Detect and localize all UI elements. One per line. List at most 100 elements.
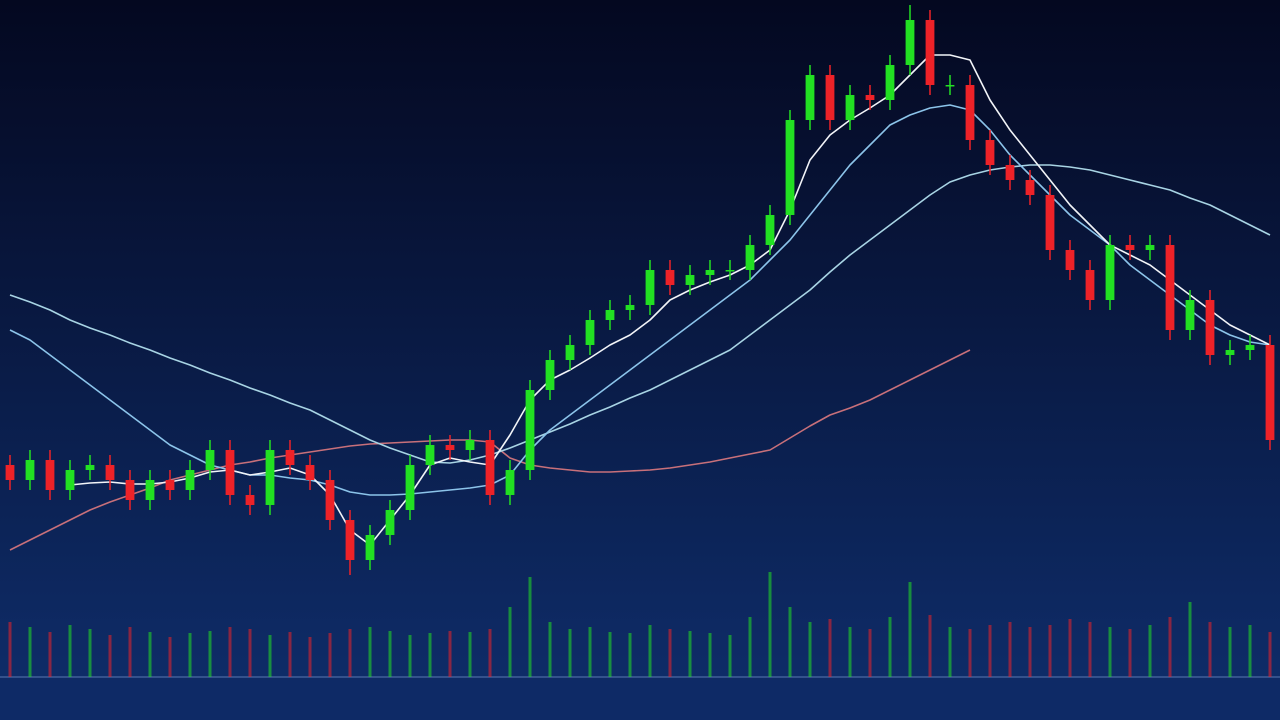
volume-bar [128, 627, 132, 677]
candle-body [1125, 245, 1135, 250]
volume-bar [428, 633, 432, 677]
volume-bar [8, 622, 12, 677]
volume-bar [988, 625, 992, 677]
volume-bar [1168, 617, 1172, 677]
volume-bar [548, 622, 552, 677]
candle-body [545, 360, 555, 390]
volume-bar [728, 635, 732, 677]
volume-bar [868, 629, 872, 677]
candle-body [845, 95, 855, 120]
volume-bar [908, 582, 912, 677]
candle-body [945, 85, 955, 87]
candle-body [1005, 165, 1015, 180]
candle-body [705, 270, 715, 275]
candle-body [185, 470, 195, 490]
candle-body [385, 510, 395, 535]
volume-bar [528, 577, 532, 677]
candle-body [105, 465, 115, 480]
volume-bar [1188, 602, 1192, 677]
candle-body [1265, 345, 1275, 440]
candle-body [785, 120, 795, 215]
volume-bar [68, 625, 72, 677]
volume-bar [108, 635, 112, 677]
candle-body [825, 75, 835, 120]
candle-body [505, 470, 515, 495]
candle-body [905, 20, 915, 65]
candle-body [145, 480, 155, 500]
volume-bar [628, 633, 632, 677]
volume-bar [1068, 619, 1072, 677]
volume-bar [808, 622, 812, 677]
volume-bar [188, 633, 192, 677]
candle-body [1145, 245, 1155, 250]
candle-body [745, 245, 755, 270]
volume-bar [768, 572, 772, 677]
candle-body [585, 320, 595, 345]
volume-bar [308, 637, 312, 677]
moving-average-line [9, 164, 1271, 464]
candle-body [225, 450, 235, 495]
volume-bar [648, 625, 652, 677]
bottom-panel [0, 677, 1280, 720]
candle-body [1165, 245, 1175, 330]
volume-bar [668, 629, 672, 677]
candle-body [885, 65, 895, 100]
candle-body [305, 465, 315, 480]
volume-bar [748, 617, 752, 677]
volume-bar [928, 615, 932, 677]
candle-body [725, 270, 735, 272]
volume-bar [1268, 632, 1272, 677]
candle-body [1085, 270, 1095, 300]
volume-bar [788, 607, 792, 677]
candle-body [245, 495, 255, 505]
candle-body [1065, 250, 1075, 270]
candle-body [65, 470, 75, 490]
candle-body [525, 390, 535, 470]
candle-body [985, 140, 995, 165]
volume-bar [408, 635, 412, 677]
volume-bar [168, 637, 172, 677]
candle-body [25, 460, 35, 480]
candle-body [1225, 350, 1235, 355]
candle-body [425, 445, 435, 465]
volume-bar [968, 629, 972, 677]
candle-body [325, 480, 335, 520]
candle-body [1045, 195, 1055, 250]
candle-body [565, 345, 575, 360]
volume-bar [828, 619, 832, 677]
candle-body [265, 450, 275, 505]
volume-bar [1008, 622, 1012, 677]
candle-body [1105, 245, 1115, 300]
volume-bar [328, 633, 332, 677]
candle-body [765, 215, 775, 245]
candle-body [345, 520, 355, 560]
candle-layer [5, 5, 1275, 575]
volume-bar [468, 632, 472, 677]
candle-body [405, 465, 415, 510]
volume-bar [368, 627, 372, 677]
candle-body [605, 310, 615, 320]
volume-bar [1048, 625, 1052, 677]
volume-bar [1108, 627, 1112, 677]
volume-bar [228, 627, 232, 677]
volume-bar [88, 629, 92, 677]
candle-body [805, 75, 815, 120]
volume-bar [608, 632, 612, 677]
volume-bar [1128, 629, 1132, 677]
volume-bar [1148, 625, 1152, 677]
volume-bar [1088, 622, 1092, 677]
candle-body [685, 275, 695, 285]
volume-bar [448, 631, 452, 677]
volume-bar [888, 617, 892, 677]
candle-body [645, 270, 655, 305]
candle-body [485, 440, 495, 495]
candle-body [925, 20, 935, 85]
candle-body [45, 460, 55, 490]
candle-body [625, 305, 635, 310]
volume-bar [208, 631, 212, 677]
volume-bar [848, 627, 852, 677]
volume-bar [1248, 625, 1252, 677]
moving-average-line [9, 104, 1271, 496]
volume-bar [48, 632, 52, 677]
